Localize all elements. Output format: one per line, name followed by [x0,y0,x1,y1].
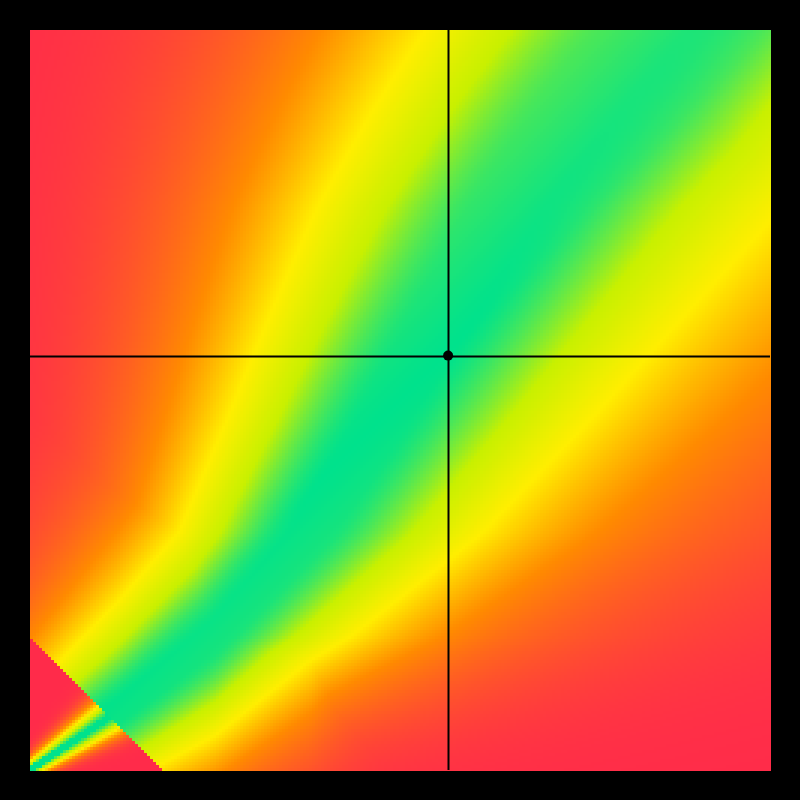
bottleneck-heatmap [0,0,800,800]
chart-container: TheBottleneck.com [0,0,800,800]
